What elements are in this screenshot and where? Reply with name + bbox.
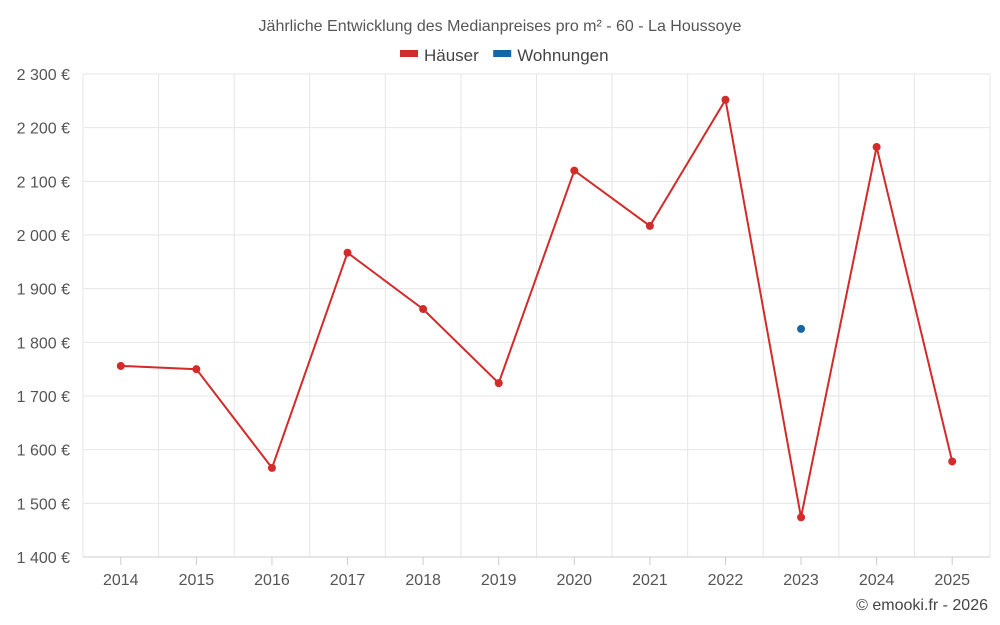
x-tick-label: 2017 [330, 572, 366, 589]
series-line [120, 97, 954, 518]
y-tick-label: 1 400 € [17, 550, 70, 567]
x-tick-label: 2014 [103, 572, 139, 589]
data-point[interactable] [419, 305, 428, 314]
x-tick-label: 2025 [934, 572, 970, 589]
y-tick-label: 1 500 € [17, 496, 70, 513]
legend-item[interactable]: Wohnungen [493, 46, 609, 65]
series-wohnungen [797, 324, 806, 333]
y-tick-label: 1 600 € [17, 443, 70, 460]
data-point[interactable] [192, 365, 201, 374]
data-point[interactable] [494, 379, 503, 388]
data-point[interactable] [343, 248, 352, 257]
x-tick-label: 2018 [405, 572, 441, 589]
data-point[interactable] [797, 513, 806, 522]
data-point[interactable] [116, 361, 125, 370]
series-haeuser [116, 95, 957, 522]
x-tick-label: 2021 [632, 572, 668, 589]
legend-label: Häuser [424, 46, 479, 65]
legend[interactable]: Häuser Wohnungen [400, 46, 609, 65]
data-point[interactable] [570, 166, 579, 175]
legend-swatch [400, 50, 418, 57]
legend-item[interactable]: Häuser [400, 46, 479, 65]
data-point[interactable] [948, 457, 957, 466]
y-tick-label: 2 300 € [17, 67, 70, 84]
chart-title: Jährliche Entwicklung des Medianpreises … [259, 18, 742, 35]
axes: 1 400 € 1 500 € 1 600 € 1 700 € 1 800 € 1 900… [17, 67, 990, 589]
x-tick-label: 2024 [859, 572, 895, 589]
y-tick-label: 2 200 € [17, 121, 70, 138]
x-tick-label: 2022 [708, 572, 744, 589]
x-tick-label: 2015 [179, 572, 215, 589]
series-layer [116, 95, 957, 522]
data-point[interactable] [721, 95, 730, 104]
x-tick-label: 2023 [783, 572, 819, 589]
y-tick-label: 2 100 € [17, 174, 70, 191]
data-point[interactable] [267, 463, 276, 472]
y-tick-label: 2 000 € [17, 228, 70, 245]
y-tick-label: 1 800 € [17, 335, 70, 352]
credit-text: © emooki.fr - 2026 [856, 597, 988, 614]
x-tick-label: 2020 [556, 572, 592, 589]
legend-label: Wohnungen [517, 46, 608, 65]
x-tick-label: 2016 [254, 572, 290, 589]
data-point[interactable] [645, 221, 654, 230]
y-tick-label: 1 900 € [17, 282, 70, 299]
data-point[interactable] [872, 142, 881, 151]
legend-swatch [493, 50, 512, 57]
grid [82, 73, 991, 558]
y-tick-label: 1 700 € [17, 389, 70, 406]
data-point[interactable] [797, 324, 806, 333]
x-tick-label: 2019 [481, 572, 517, 589]
